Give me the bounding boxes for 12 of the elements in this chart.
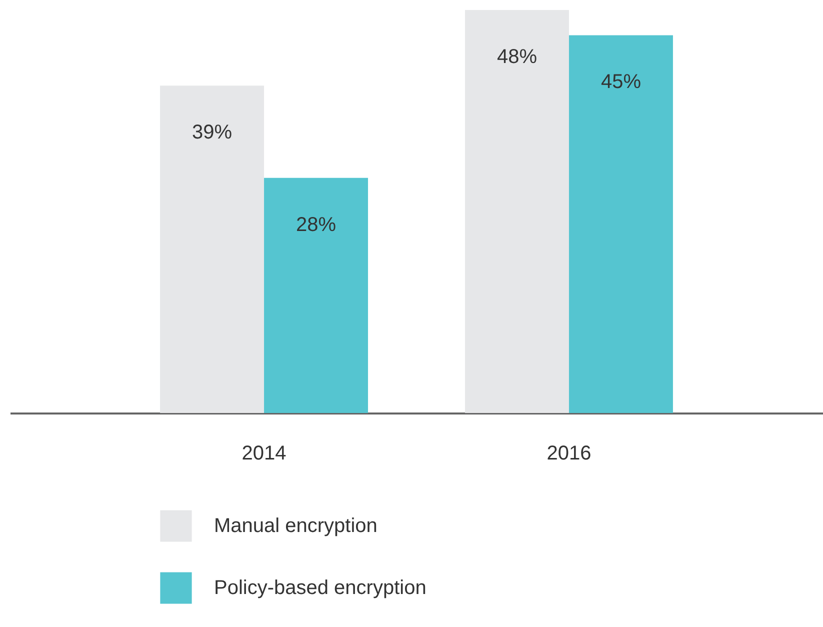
bar [160, 86, 264, 413]
x-tick-label: 2014 [242, 442, 286, 464]
bar [464, 10, 569, 413]
x-tick-label: 2016 [546, 442, 592, 464]
data-label: 45% [600, 71, 642, 94]
legend-label: Manual encryption [214, 515, 378, 537]
bar [264, 178, 368, 413]
legend-label: Policy-based encryption [214, 577, 426, 599]
bar [568, 35, 673, 413]
data-label: 28% [296, 214, 336, 236]
data-label: 39% [192, 122, 232, 144]
data-label: 48% [496, 46, 538, 68]
